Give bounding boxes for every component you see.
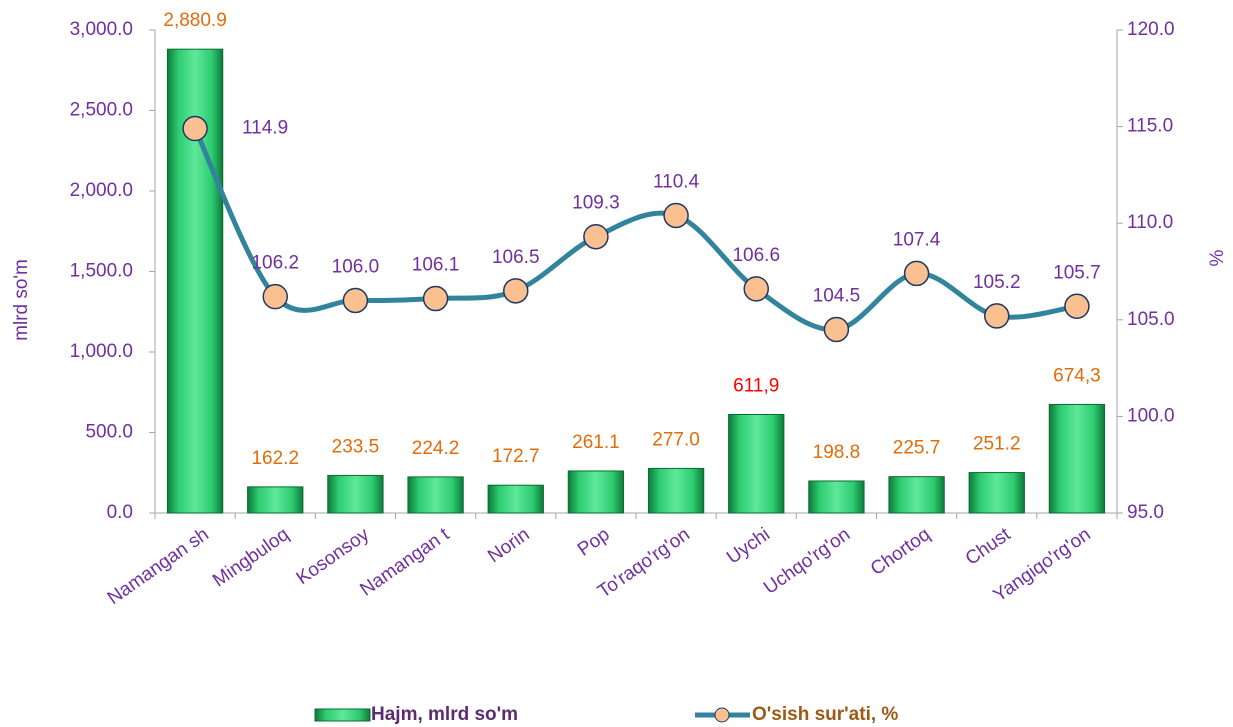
line-value-label: 114.9 <box>242 118 288 139</box>
y-tick-label: 1,000.0 <box>70 341 133 362</box>
line-marker <box>422 285 449 312</box>
bar <box>888 476 945 514</box>
bar-value-label: 233.5 <box>332 436 380 457</box>
line-value-label: 110.4 <box>653 171 700 192</box>
y-tick-label: 1,500.0 <box>70 261 133 282</box>
bar <box>487 484 544 514</box>
bar-value-label: 162.2 <box>251 448 299 469</box>
bar <box>247 486 304 514</box>
line-value-label: 109.3 <box>572 193 620 214</box>
line-marker <box>823 316 850 343</box>
line-marker <box>262 283 288 310</box>
bar <box>728 413 785 514</box>
bar <box>808 480 865 514</box>
line-value-label: 106.0 <box>332 256 380 277</box>
x-tick-label: Chust <box>962 524 1015 570</box>
bar-value-label: 674,3 <box>1053 365 1101 386</box>
x-tick-label: Chortoq <box>867 524 934 580</box>
y2-tick-label: 100.0 <box>1127 405 1175 426</box>
line-value-label: 107.4 <box>893 229 941 250</box>
line-value-label: 106.5 <box>492 247 540 268</box>
bar-value-label: 224.2 <box>412 438 460 459</box>
line-value-label: 106.6 <box>732 245 780 266</box>
y-tick-label: 500.0 <box>85 422 133 443</box>
line-marker <box>583 223 609 250</box>
bar-value-label: 225.7 <box>893 438 941 459</box>
line-value-label: 106.2 <box>251 253 299 274</box>
bar-value-label: 611,9 <box>733 375 779 396</box>
line-marker <box>984 303 1010 329</box>
line-marker <box>903 260 930 287</box>
y2-tick-label: 95.0 <box>1127 502 1164 523</box>
line-value-label: 106.1 <box>412 255 460 276</box>
x-tick-label: Uchqo'rg'on <box>760 524 854 599</box>
y2-tick-label: 105.0 <box>1127 309 1175 330</box>
y2-tick-label: 115.0 <box>1127 116 1173 137</box>
bar-value-label: 2,880.9 <box>163 10 226 31</box>
bar <box>1048 403 1106 514</box>
line-marker <box>342 287 369 314</box>
bar <box>968 472 1025 514</box>
x-tick-label: Mingbuloq <box>209 524 293 591</box>
legend-label: O'sish sur'ati, % <box>752 704 898 725</box>
bar-value-label: 251.2 <box>973 434 1021 455</box>
y2-tick-label: 110.0 <box>1127 212 1173 233</box>
x-tick-label: Namangan sh <box>104 524 213 609</box>
line <box>192 127 1078 332</box>
legend-swatch <box>314 708 371 722</box>
bar-value-label: 172.7 <box>492 446 540 467</box>
y2-tick-label: 120.0 <box>1127 19 1175 40</box>
x-tick-label: Namangan t <box>356 524 453 601</box>
line-marker <box>663 202 689 229</box>
line-marker <box>1064 293 1090 320</box>
line-value-label: 105.7 <box>1053 262 1101 283</box>
x-tick-label: Pop <box>574 524 614 561</box>
line-marker <box>743 276 769 302</box>
bar <box>647 467 705 514</box>
x-tick-label: Uychi <box>723 524 774 568</box>
y-tick-label: 2,000.0 <box>70 180 133 201</box>
bar-value-label: 198.8 <box>813 442 861 463</box>
line-marker <box>182 115 208 142</box>
bar <box>567 470 625 514</box>
legend-swatch <box>714 707 730 723</box>
y-tick-label: 2,500.0 <box>70 100 133 121</box>
bar <box>407 476 464 514</box>
y-tick-label: 3,000.0 <box>70 19 133 40</box>
y2-axis-title: % <box>1207 249 1228 266</box>
y-axis-title: mlrd so'm <box>11 259 32 341</box>
bar-value-label: 277.0 <box>652 429 700 450</box>
line-value-label: 105.2 <box>973 272 1021 293</box>
line-value-label: 104.5 <box>813 285 861 306</box>
line-marker <box>503 278 529 304</box>
bar <box>327 474 384 514</box>
y-tick-label: 0.0 <box>107 502 133 523</box>
bar-value-label: 261.1 <box>572 432 620 453</box>
x-tick-label: Norin <box>484 524 533 567</box>
legend-label: Hajm, mlrd so'm <box>371 704 518 725</box>
